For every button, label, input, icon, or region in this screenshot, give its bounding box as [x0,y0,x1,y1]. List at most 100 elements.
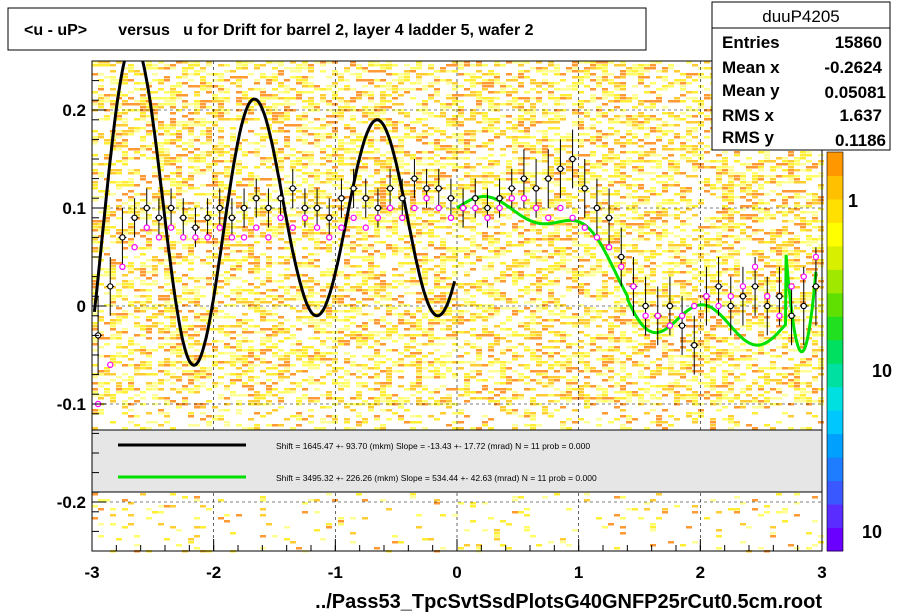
heatmap-cell [176,262,182,265]
heatmap-cell [98,106,104,109]
heatmap-cell [254,298,260,301]
heatmap-cell [446,82,452,85]
heatmap-cell [194,187,200,190]
heatmap-cell [134,424,140,427]
heatmap-cell [512,307,518,310]
heatmap-cell [206,142,212,145]
heatmap-cell [482,202,488,205]
heatmap-cell [314,292,320,295]
heatmap-cell [410,292,416,295]
heatmap-cell [470,175,476,178]
heatmap-cell [416,382,422,385]
heatmap-cell [506,388,512,391]
heatmap-cell [164,370,170,373]
heatmap-cell [536,286,542,289]
heatmap-cell [200,325,206,328]
heatmap-cell [248,262,254,265]
heatmap-cell [170,118,176,121]
heatmap-cell [104,220,110,223]
heatmap-cell [170,67,176,70]
heatmap-cell [356,421,362,424]
heatmap-cell [188,166,194,169]
heatmap-cell [548,298,554,301]
heatmap-cell [500,148,506,151]
heatmap-cell [176,376,182,379]
heatmap-cell [500,406,506,409]
heatmap-cell [110,319,116,322]
heatmap-cell [302,181,308,184]
heatmap-cell [320,232,326,235]
heatmap-cell [350,151,356,154]
heatmap-cell [530,136,536,139]
heatmap-cell [242,229,248,232]
heatmap-cell [218,418,224,421]
heatmap-cell [548,64,554,67]
heatmap-cell [158,142,164,145]
heatmap-cell [152,271,158,274]
heatmap-cell [230,244,236,247]
heatmap-cell [512,229,518,232]
heatmap-cell [350,304,356,307]
heatmap-cell [140,301,146,304]
heatmap-cell [500,280,506,283]
heatmap-cell [230,118,236,121]
heatmap-cell [278,304,284,307]
heatmap-cell [380,385,386,388]
heatmap-cell [260,307,266,310]
heatmap-cell [326,115,332,118]
heatmap-cell [200,238,206,241]
heatmap-cell [524,208,530,211]
heatmap-cell [218,415,224,418]
heatmap-cell [254,151,260,154]
heatmap-cell [170,88,176,91]
heatmap-cell [446,184,452,187]
heatmap-cell [284,358,290,361]
heatmap-cell [278,148,284,151]
heatmap-cell [488,130,494,133]
heatmap-cell [416,175,422,178]
heatmap-cell [158,322,164,325]
heatmap-cell [218,211,224,214]
heatmap-cell [278,232,284,235]
heatmap-cell [158,379,164,382]
heatmap-cell [464,142,470,145]
heatmap-cell [326,346,332,349]
heatmap-cell [98,268,104,271]
heatmap-cell [122,247,128,250]
heatmap-cell [308,280,314,283]
heatmap-cell [134,325,140,328]
heatmap-cell [206,202,212,205]
heatmap-cell [398,121,404,124]
heatmap-cell [518,145,524,148]
heatmap-cell [266,193,272,196]
heatmap-cell [188,172,194,175]
heatmap-cell [344,418,350,421]
heatmap-cell [470,85,476,88]
heatmap-cell [548,220,554,223]
heatmap-cell [440,412,446,415]
heatmap-cell [284,304,290,307]
heatmap-cell [344,205,350,208]
heatmap-cell [350,355,356,358]
heatmap-cell [398,79,404,82]
heatmap-cell [194,370,200,373]
heatmap-cell [182,211,188,214]
heatmap-cell [392,103,398,106]
heatmap-cell [224,223,230,226]
heatmap-cell [362,85,368,88]
heatmap-cell [98,499,104,502]
heatmap-cell [158,298,164,301]
heatmap-cell [458,304,464,307]
heatmap-cell [536,349,542,352]
heatmap-cell [206,199,212,202]
heatmap-cell [398,202,404,205]
heatmap-cell [314,142,320,145]
heatmap-cell [494,307,500,310]
heatmap-cell [488,310,494,313]
heatmap-cell [392,349,398,352]
heatmap-cell [212,160,218,163]
heatmap-cell [464,73,470,76]
heatmap-cell [356,394,362,397]
heatmap-cell [128,241,134,244]
heatmap-cell [284,115,290,118]
